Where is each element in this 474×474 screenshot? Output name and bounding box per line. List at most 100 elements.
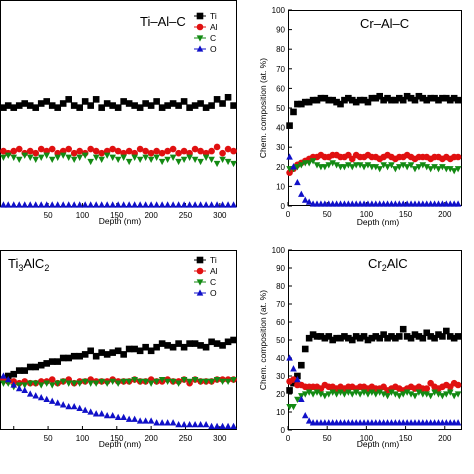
data-point-c bbox=[219, 156, 226, 164]
data-point-ti bbox=[142, 100, 149, 107]
data-point-c bbox=[26, 154, 34, 161]
legend-label: O bbox=[210, 288, 217, 298]
data-point-cr bbox=[352, 333, 360, 340]
data-point-c bbox=[329, 160, 336, 167]
y-axis-label: Chem. composition (at. %) bbox=[258, 290, 268, 390]
data-point-cr bbox=[321, 334, 329, 342]
data-point-c bbox=[186, 154, 193, 161]
data-point-c bbox=[191, 376, 199, 384]
data-point-c bbox=[294, 396, 301, 404]
data-point-ti bbox=[230, 336, 237, 344]
data-point-ti bbox=[37, 361, 45, 369]
x-tick-label: 0 bbox=[286, 434, 291, 443]
data-point-c bbox=[131, 376, 138, 384]
data-point-c bbox=[298, 162, 305, 169]
data-point-c bbox=[169, 378, 177, 386]
x-tick-label: 150 bbox=[110, 434, 124, 443]
data-point-ti bbox=[98, 104, 105, 111]
data-point-ti bbox=[15, 367, 23, 374]
data-point-al bbox=[153, 147, 160, 155]
data-point-ti bbox=[197, 342, 204, 349]
panel-cr2alc: 0 50 100 150 2000102030405060708090100Depth … bbox=[258, 246, 462, 449]
data-point-o bbox=[114, 201, 122, 208]
data-point-o bbox=[87, 408, 94, 415]
data-point-ti bbox=[180, 343, 188, 351]
data-point-ti bbox=[153, 98, 160, 105]
data-point-cr bbox=[454, 333, 462, 340]
panel-title: Cr–Al–C bbox=[360, 16, 409, 31]
data-point-c bbox=[54, 154, 62, 161]
data-point-al bbox=[48, 145, 56, 153]
data-point-c bbox=[169, 154, 177, 161]
data-point-ti bbox=[54, 358, 62, 365]
data-point-c bbox=[407, 391, 415, 398]
x-axis-label: Depth (nm) bbox=[99, 439, 142, 449]
data-point-cr bbox=[399, 325, 407, 333]
data-point-c bbox=[313, 389, 321, 396]
series-o bbox=[286, 153, 462, 207]
data-point-o bbox=[158, 201, 166, 208]
data-point-ti bbox=[59, 100, 67, 107]
panel-title: Ti–Al–C bbox=[140, 14, 186, 29]
data-point-ti bbox=[37, 100, 45, 107]
series-cr bbox=[286, 325, 462, 394]
data-point-ti bbox=[219, 100, 226, 107]
data-point-o bbox=[131, 201, 138, 208]
data-point-o bbox=[43, 395, 51, 403]
data-point-cr bbox=[286, 387, 293, 394]
data-point-c bbox=[158, 158, 166, 166]
data-point-o bbox=[26, 201, 34, 208]
data-point-o bbox=[109, 411, 116, 419]
data-point-ti bbox=[98, 349, 105, 356]
legend-marker-c bbox=[196, 35, 204, 42]
data-point-c bbox=[76, 154, 83, 161]
data-point-c bbox=[131, 154, 138, 161]
data-point-o bbox=[142, 417, 149, 424]
data-point-o bbox=[305, 417, 313, 424]
x-tick-label: 50 bbox=[323, 210, 332, 219]
data-point-cr bbox=[305, 334, 313, 342]
data-point-c bbox=[352, 389, 360, 396]
data-point-c bbox=[164, 378, 171, 386]
data-point-c bbox=[372, 391, 380, 398]
title-text: Cr bbox=[368, 256, 382, 271]
data-point-cr bbox=[454, 96, 462, 104]
data-point-c bbox=[219, 378, 226, 386]
data-point-c bbox=[399, 162, 407, 169]
data-point-cr bbox=[313, 96, 321, 104]
data-point-cr bbox=[446, 333, 454, 340]
data-point-ti bbox=[208, 102, 215, 109]
data-point-c bbox=[360, 164, 368, 171]
data-point-o bbox=[301, 411, 309, 419]
data-point-ti bbox=[180, 98, 188, 105]
data-point-c bbox=[164, 156, 171, 164]
data-point-o bbox=[131, 415, 138, 422]
data-point-c bbox=[423, 391, 431, 398]
data-point-cr bbox=[427, 333, 434, 340]
data-point-o bbox=[294, 178, 301, 186]
legend-marker-o bbox=[196, 289, 204, 296]
x-tick-label: 200 bbox=[144, 434, 158, 443]
data-point-al bbox=[70, 149, 78, 157]
data-point-c bbox=[147, 380, 155, 387]
data-point-cr bbox=[286, 122, 293, 129]
data-point-c bbox=[180, 156, 188, 164]
x-tick-label: 200 bbox=[438, 210, 452, 219]
data-point-o bbox=[164, 419, 171, 426]
data-point-o bbox=[208, 422, 215, 430]
panel-title: Cr2AlC bbox=[368, 256, 408, 273]
data-point-cr bbox=[403, 92, 411, 100]
data-point-c bbox=[333, 391, 340, 398]
x-tick-label: 300 bbox=[213, 434, 227, 443]
data-point-c bbox=[37, 154, 45, 161]
legend-marker-ti bbox=[196, 12, 204, 20]
data-point-cr bbox=[399, 96, 407, 104]
data-point-al bbox=[10, 147, 18, 155]
legend-label: C bbox=[210, 277, 216, 287]
data-point-cr bbox=[345, 94, 352, 102]
data-point-cr bbox=[368, 334, 376, 342]
data-point-cr bbox=[360, 333, 368, 340]
data-point-ti bbox=[191, 102, 199, 109]
